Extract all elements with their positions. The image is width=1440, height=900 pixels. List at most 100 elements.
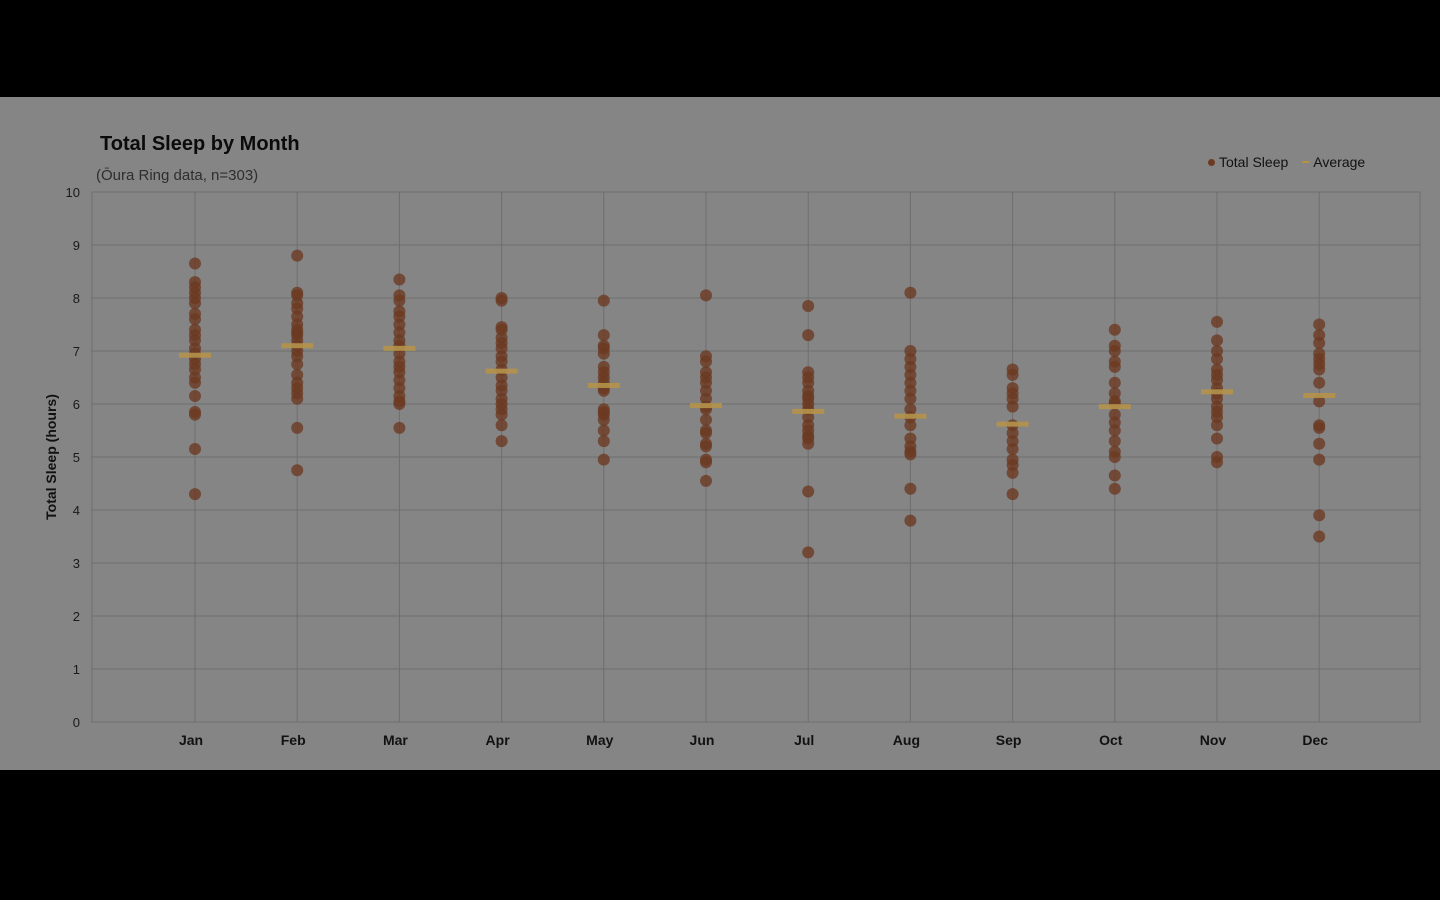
sleep-point (700, 474, 712, 487)
y-tick-label: 5 (73, 450, 80, 465)
sleep-point (1313, 453, 1326, 466)
sleep-point (393, 294, 406, 307)
x-axis-ticks: Jan Feb Mar Apr May Jun Jul Aug Sep Oct Nov Dec (179, 732, 1328, 748)
sleep-point (700, 456, 712, 469)
sleep-point (1108, 360, 1121, 373)
average-marker (587, 382, 620, 388)
legend-label-average: Average (1313, 154, 1366, 170)
sleep-point (1006, 368, 1019, 381)
sleep-point (189, 488, 201, 501)
legend-item-total-sleep: Total Sleep (1208, 154, 1288, 170)
y-tick-label: 3 (73, 556, 80, 571)
y-tick-label: 10 (66, 185, 80, 200)
sleep-point (904, 482, 917, 495)
y-tick-label: 0 (73, 715, 80, 730)
sleep-point (1006, 443, 1019, 456)
sleep-point (700, 440, 712, 453)
chart-title: Total Sleep by Month (100, 133, 300, 155)
average-marker (485, 368, 518, 374)
sleep-point (1211, 432, 1223, 445)
sleep-point (1211, 334, 1223, 347)
sleep-point (1108, 376, 1121, 389)
sleep-point (1313, 530, 1326, 543)
sleep-point (495, 408, 508, 421)
sleep-point (1313, 421, 1326, 434)
sleep-point (291, 249, 304, 262)
sleep-point (189, 443, 201, 456)
legend-marker-total-sleep (1208, 158, 1215, 166)
sleep-point (393, 398, 406, 410)
sleep-point (291, 358, 304, 371)
x-tick-label: Jul (794, 732, 814, 748)
sleep-point (189, 297, 201, 310)
sleep-point (1006, 466, 1019, 479)
sleep-point (802, 329, 815, 342)
sleep-point (904, 448, 917, 461)
sleep-point (1108, 345, 1121, 357)
chart-legend: Total Sleep Average (1208, 154, 1365, 170)
sleep-point (291, 464, 304, 477)
sleep-point (904, 514, 917, 527)
sleep-point (393, 273, 406, 286)
y-tick-label: 9 (73, 238, 80, 253)
sleep-point (189, 376, 201, 389)
average-marker (894, 413, 927, 419)
sleep-point (597, 347, 610, 360)
y-tick-label: 4 (73, 503, 80, 518)
sleep-point (291, 392, 304, 405)
sleep-point (802, 546, 815, 559)
x-tick-label: Sep (996, 732, 1022, 748)
sleep-point (904, 419, 917, 432)
sleep-point (597, 453, 610, 466)
sleep-point (291, 421, 304, 434)
sleep-point (802, 299, 815, 312)
legend-item-average: Average (1302, 154, 1365, 170)
sleep-point (597, 435, 610, 448)
legend-marker-average (1302, 161, 1310, 163)
sleep-point (189, 408, 201, 421)
x-tick-label: Apr (486, 732, 511, 748)
sleep-point (1313, 318, 1326, 331)
sleep-point (1108, 435, 1121, 448)
sleep-point (495, 294, 508, 307)
average-marker (1303, 393, 1336, 399)
x-tick-label: Jan (179, 732, 203, 748)
sleep-point (1211, 352, 1223, 365)
x-tick-label: Feb (281, 732, 306, 748)
sleep-point (1313, 395, 1326, 408)
x-tick-label: May (586, 732, 613, 748)
sleep-point (904, 286, 917, 299)
sleep-point (597, 413, 610, 426)
x-tick-label: Jun (690, 732, 715, 748)
sleep-point (1313, 437, 1326, 450)
legend-label-total-sleep: Total Sleep (1219, 154, 1289, 170)
sleep-point (393, 421, 406, 434)
sleep-point (1108, 469, 1121, 482)
y-tick-label: 6 (73, 397, 80, 412)
sleep-point (700, 289, 712, 302)
average-marker (690, 403, 722, 409)
sleep-point (1108, 424, 1121, 437)
sleep-point (802, 437, 815, 450)
plot-frame (91, 191, 1421, 723)
y-tick-label: 7 (73, 344, 80, 359)
average-markers (179, 343, 1336, 427)
sleep-point (700, 355, 712, 368)
sleep-point (802, 485, 815, 498)
sleep-point (189, 257, 201, 270)
average-marker (996, 421, 1029, 427)
sleep-point (597, 424, 610, 437)
average-marker (1201, 389, 1233, 395)
sleep-point (1108, 482, 1121, 495)
y-axis-title: Total Sleep (hours) (43, 394, 59, 520)
y-axis-ticks: 0 1 2 3 4 5 6 7 8 9 10 (66, 185, 80, 730)
x-tick-label: Mar (383, 732, 408, 748)
x-tick-label: Dec (1302, 732, 1328, 748)
sleep-point (700, 427, 712, 440)
average-marker (179, 352, 211, 358)
average-marker (383, 345, 416, 351)
sleep-point (904, 392, 917, 405)
chart-panel (0, 97, 1440, 770)
sleep-point (700, 413, 712, 426)
